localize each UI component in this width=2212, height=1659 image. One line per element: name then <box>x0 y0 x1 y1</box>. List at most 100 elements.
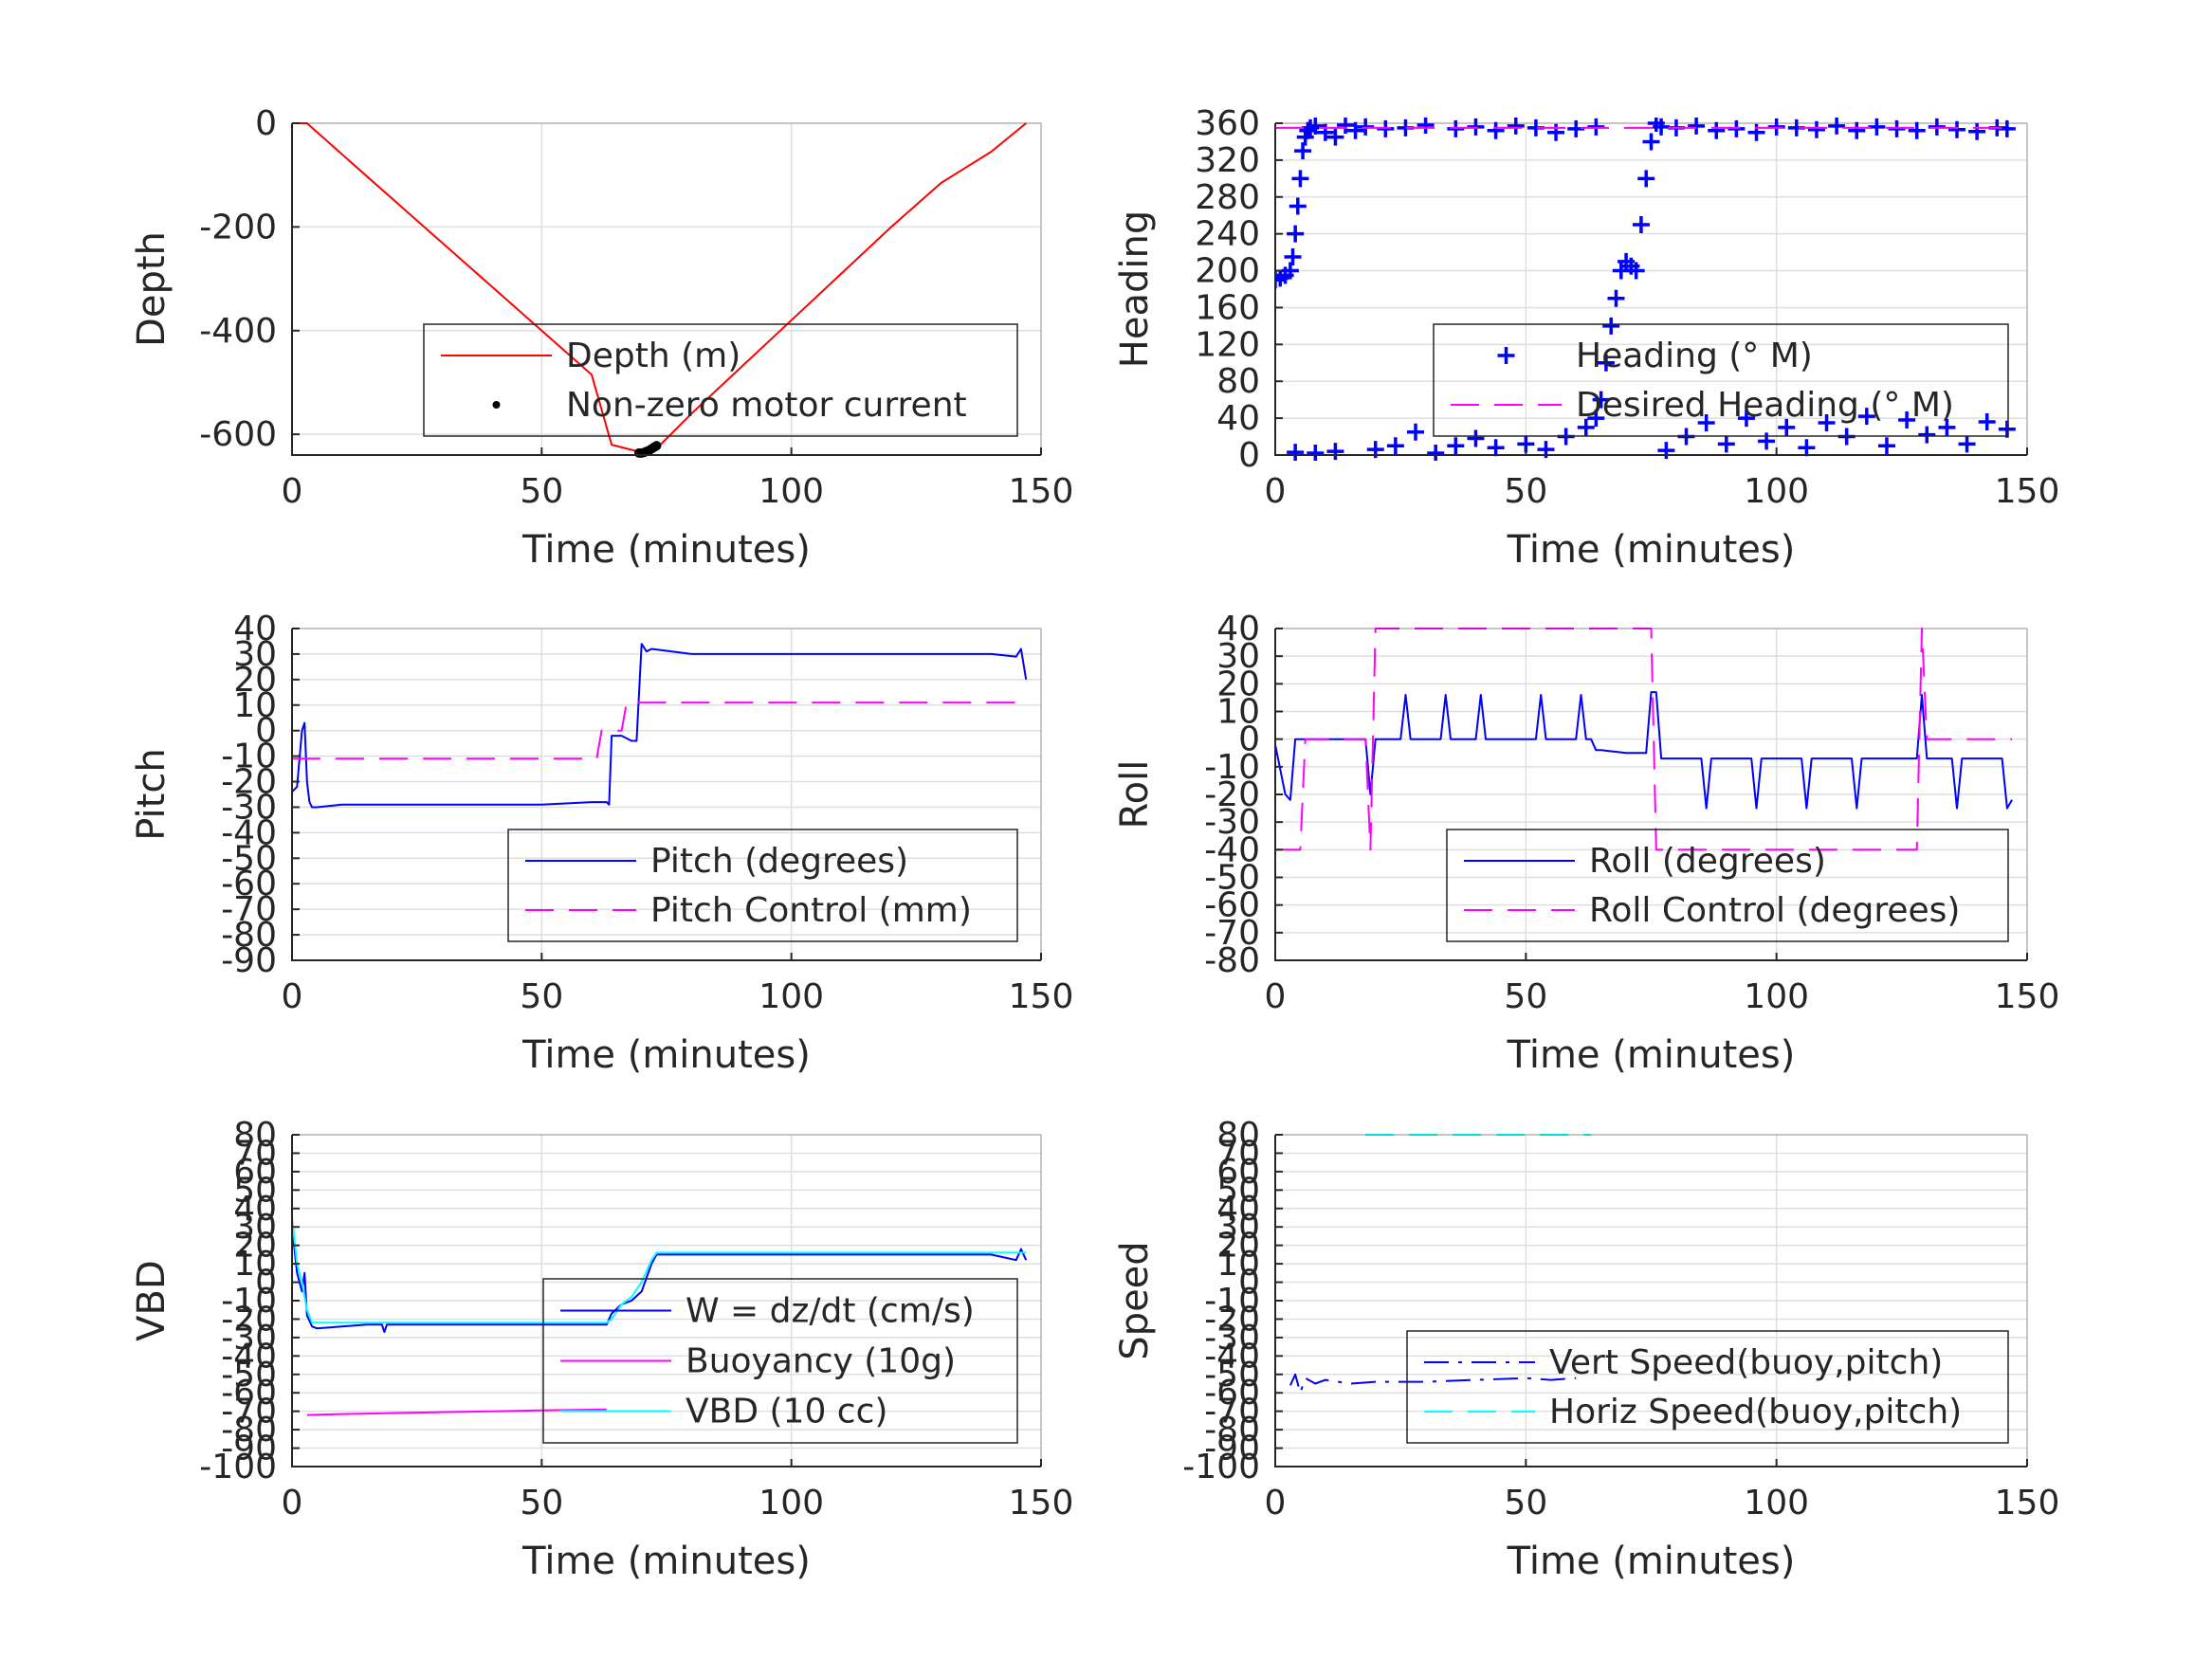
data-point <box>1386 437 1404 455</box>
data-point <box>1281 262 1299 280</box>
y-tick-label: -30 <box>1204 803 1260 842</box>
data-point <box>1316 123 1334 141</box>
data-point <box>1807 120 1825 138</box>
y-tick-label: 80 <box>233 1116 277 1155</box>
data-point <box>651 441 662 451</box>
y-tick-label: 70 <box>1216 1134 1260 1173</box>
y-tick-label: 20 <box>233 661 277 700</box>
y-axis-label: Speed <box>1113 1241 1157 1359</box>
x-axis-label: Time (minutes) <box>1507 528 1796 572</box>
axis-box <box>1275 122 2028 455</box>
data-point <box>1602 317 1620 335</box>
data-point <box>1877 437 1895 455</box>
chart-5: 0 50 100 15080706050403020100-10-20-30-40-5… <box>130 1116 1073 1583</box>
x-tick-label: 50 <box>1504 977 1547 1016</box>
y-tick-label: -70 <box>1204 914 1260 953</box>
x-axis-label: Time (minutes) <box>521 528 811 572</box>
y-tick-label: -40 <box>221 1337 277 1376</box>
data-point <box>1947 120 1965 138</box>
y-tick-label: 50 <box>1216 1171 1260 1210</box>
x-tick-label: 0 <box>282 1484 303 1522</box>
y-tick-label: -80 <box>1204 1411 1260 1449</box>
data-point <box>1928 118 1946 136</box>
legend-label: Desired Heading (° M) <box>1576 386 1954 425</box>
y-tick-label: -80 <box>221 916 277 955</box>
y-tick-label: -50 <box>221 1356 277 1395</box>
y-tick-label: -10 <box>221 738 277 776</box>
data-point <box>1447 437 1465 455</box>
data-point <box>1612 262 1630 280</box>
data-point <box>1998 420 2016 438</box>
y-tick-label: 40 <box>1216 1190 1260 1229</box>
y-tick-label: -600 <box>199 415 277 454</box>
chart-6: 0 50 100 15080706050403020100-10-20-30-40-5… <box>1113 1116 2059 1583</box>
y-tick-label: 80 <box>1216 362 1260 401</box>
axis-box <box>292 628 1042 960</box>
y-tick-label: -20 <box>1204 775 1260 814</box>
y-tick-label: -80 <box>1204 941 1260 980</box>
y-tick-label: 40 <box>233 610 277 648</box>
legend: Depth (m) Non-zero motor current <box>423 323 1018 437</box>
legend-label: Horiz Speed(buoy,pitch) <box>1549 1393 1962 1431</box>
y-tick-label: -50 <box>221 839 277 878</box>
data-point <box>1737 410 1755 428</box>
x-tick-label: 0 <box>1265 977 1287 1016</box>
y-tick-label: 280 <box>1195 178 1260 217</box>
y-tick-label: 10 <box>233 1245 277 1284</box>
y-tick-label: -60 <box>221 1374 277 1413</box>
y-tick-label: -90 <box>221 1430 277 1468</box>
y-tick-label: -40 <box>221 813 277 852</box>
data-point <box>1467 118 1485 136</box>
data-point <box>1717 435 1735 453</box>
y-axis-label: VBD <box>130 1260 174 1341</box>
data-point <box>1828 118 1846 135</box>
legend-label: Roll Control (degrees) <box>1589 891 1960 930</box>
data-point <box>1848 121 1866 139</box>
legend-label: Pitch (degrees) <box>650 842 908 881</box>
y-tick-label: 40 <box>233 1190 277 1229</box>
series-group <box>292 643 1028 809</box>
data-point <box>1284 247 1302 265</box>
data-point <box>1632 215 1650 233</box>
x-tick-label: 150 <box>1009 1484 1074 1522</box>
legend-box <box>423 323 1018 437</box>
x-tick-label: 150 <box>1995 977 2060 1016</box>
data-point <box>1898 411 1916 429</box>
legend-label: VBD (10 cc) <box>686 1393 887 1431</box>
data-point <box>1688 118 1706 135</box>
legend: Roll (degrees) Roll Control (degrees) <box>1446 829 2009 942</box>
y-tick-label: 200 <box>1195 252 1260 291</box>
y-tick-label: -90 <box>1204 1430 1260 1468</box>
y-tick-label: 0 <box>255 104 277 143</box>
y-tick-label: 0 <box>1238 720 1260 759</box>
data-point <box>1918 426 1936 444</box>
data-point <box>1653 118 1671 136</box>
y-tick-label: 80 <box>1216 1116 1260 1155</box>
x-axis-label: Time (minutes) <box>1507 1540 1796 1583</box>
series-vbd-10-cc <box>292 1217 1027 1324</box>
plot-area <box>292 123 1041 455</box>
legend-box <box>542 1278 1018 1444</box>
axis-box <box>1275 628 2028 960</box>
data-point <box>1287 444 1305 461</box>
y-tick-label: -10 <box>1204 748 1260 787</box>
y-tick-label: -20 <box>221 763 277 802</box>
y-tick-label: 60 <box>233 1153 277 1192</box>
legend: Heading (° M) Desired Heading (° M) <box>1433 323 2009 437</box>
x-tick-label: 100 <box>759 977 824 1016</box>
series-pitch-degrees <box>292 643 1028 809</box>
y-axis-label: Pitch <box>130 748 174 840</box>
data-point <box>1291 170 1309 188</box>
y-tick-label: 0 <box>255 712 277 751</box>
legend-label: Depth (m) <box>566 337 740 375</box>
series-group <box>1289 1134 1592 1395</box>
data-point <box>1407 423 1425 441</box>
y-tick-label: -70 <box>221 1393 277 1431</box>
legend-box <box>1406 1330 2009 1444</box>
y-tick-label: -60 <box>221 865 277 903</box>
data-point <box>1868 118 1886 136</box>
data-point <box>1798 439 1816 457</box>
legend: Vert Speed(buoy,pitch) Horiz Speed(buoy,p… <box>1406 1330 2009 1444</box>
data-point <box>1908 121 1926 139</box>
axis-box <box>292 122 1042 455</box>
